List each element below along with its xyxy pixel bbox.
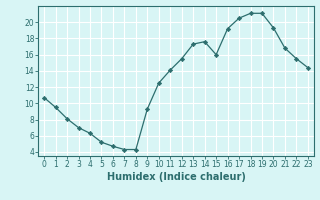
- X-axis label: Humidex (Indice chaleur): Humidex (Indice chaleur): [107, 172, 245, 182]
